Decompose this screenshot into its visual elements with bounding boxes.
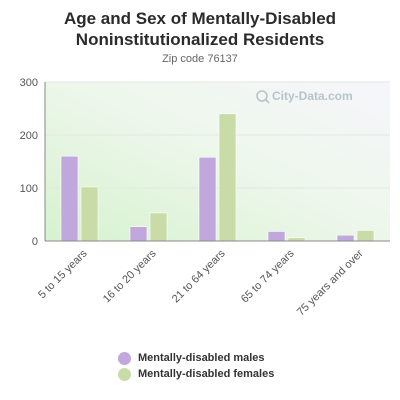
x-tick-label: 21 to 64 years: [170, 247, 228, 305]
magnifier-icon: [256, 90, 268, 102]
chart-title: Age and Sex of Mentally-Disabled Noninst…: [63, 9, 337, 49]
legend-swatch-males: [118, 351, 131, 365]
legend-item-males: Mentally-disabled males: [118, 350, 274, 366]
bar-males: [129, 226, 148, 242]
legend: Mentally-disabled males Mentally-disable…: [118, 350, 274, 382]
bar-females: [80, 186, 99, 242]
bar-males: [267, 231, 286, 242]
x-tick-label: 5 to 15 years: [36, 247, 90, 301]
watermark-text: City-Data.com: [272, 89, 353, 103]
plot-area: [45, 82, 390, 241]
legend-label-females: Mentally-disabled females: [138, 368, 275, 380]
bar-males: [336, 234, 355, 242]
legend-swatch-females: [118, 367, 131, 381]
bar-females: [149, 212, 168, 242]
x-tick-label: 65 to 74 years: [239, 247, 297, 305]
watermark: City-Data.com: [256, 89, 353, 104]
y-tick-label: 0: [32, 236, 38, 248]
y-tick-label: 200: [20, 130, 38, 142]
legend-label-males: Mentally-disabled males: [138, 352, 265, 364]
bar-females: [356, 230, 375, 242]
legend-item-females: Mentally-disabled females: [118, 366, 274, 382]
x-tick-label: 75 years and over: [295, 247, 366, 318]
bar-males: [198, 156, 217, 242]
bar-females: [218, 113, 237, 242]
bar-males: [60, 155, 79, 242]
y-tick-label: 100: [20, 183, 38, 195]
y-tick-label: 300: [20, 77, 38, 89]
x-tick-label: 16 to 20 years: [101, 247, 159, 305]
chart-subtitle: Zip code 76137: [162, 53, 238, 65]
